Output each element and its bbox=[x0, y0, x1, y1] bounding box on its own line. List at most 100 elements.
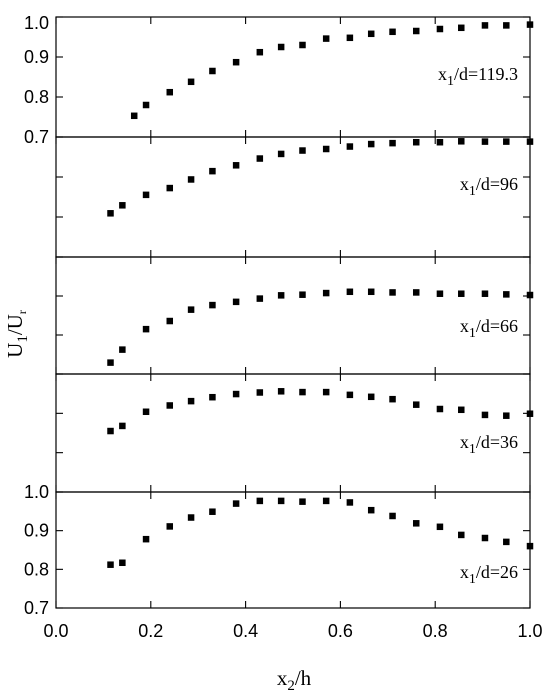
data-point bbox=[232, 58, 240, 66]
panel-3: x1/d=66 bbox=[55, 256, 534, 375]
data-point bbox=[232, 390, 240, 398]
data-point bbox=[389, 289, 396, 296]
panel-2: x1/d=96 bbox=[55, 136, 534, 258]
data-point bbox=[346, 499, 354, 506]
data-point bbox=[389, 395, 396, 403]
panel-label: x1/d=96 bbox=[460, 174, 518, 199]
data-point bbox=[367, 393, 375, 401]
data-point bbox=[503, 138, 510, 145]
data-point bbox=[503, 291, 510, 298]
data-point bbox=[299, 291, 306, 298]
data-point bbox=[346, 143, 354, 150]
x-axis-title: x2/h bbox=[277, 666, 312, 694]
data-point bbox=[458, 406, 465, 414]
data-point bbox=[526, 21, 534, 28]
data-point bbox=[458, 138, 465, 145]
data-point bbox=[346, 288, 354, 296]
data-point bbox=[322, 388, 330, 396]
data-point bbox=[389, 139, 396, 147]
y-tick-label: 0.8 bbox=[24, 559, 49, 579]
data-point bbox=[322, 497, 330, 505]
panel-4: x1/d=36 bbox=[55, 373, 534, 493]
data-point bbox=[232, 500, 240, 507]
data-point bbox=[107, 561, 114, 568]
data-point bbox=[107, 427, 114, 435]
panel-label: x1/d=66 bbox=[460, 316, 518, 341]
panel-frame bbox=[55, 491, 531, 609]
data-point bbox=[389, 512, 396, 520]
data-point bbox=[187, 78, 195, 86]
data-point bbox=[107, 210, 114, 217]
data-point bbox=[322, 35, 330, 42]
data-point bbox=[142, 191, 150, 199]
data-point bbox=[322, 289, 330, 297]
data-point bbox=[346, 34, 354, 42]
x-tick-label: 0.8 bbox=[423, 621, 448, 641]
panel-label: x1/d=36 bbox=[460, 432, 518, 457]
data-point bbox=[481, 138, 489, 145]
data-point bbox=[187, 514, 195, 521]
data-point bbox=[277, 43, 285, 51]
data-point bbox=[119, 346, 126, 353]
data-point bbox=[277, 292, 285, 299]
data-point bbox=[256, 295, 264, 302]
chart-panels: 1.0 0.9 0.8 0.7 x1/d=119.3 x1/d=96 x1/d=66 x1/d… bbox=[24, 13, 534, 618]
data-point bbox=[256, 497, 264, 505]
x-tick-label: 0.4 bbox=[233, 621, 258, 641]
data-point bbox=[367, 30, 375, 38]
data-point bbox=[256, 389, 264, 396]
y-tick-label: 0.7 bbox=[24, 598, 49, 618]
data-point bbox=[436, 405, 444, 413]
data-point bbox=[481, 534, 489, 542]
data-point bbox=[389, 28, 396, 36]
y-tick-label: 0.9 bbox=[24, 47, 49, 67]
data-point bbox=[367, 506, 375, 514]
data-point bbox=[412, 520, 420, 527]
data-point bbox=[503, 412, 510, 419]
data-point bbox=[209, 67, 216, 75]
data-point bbox=[526, 138, 534, 145]
y-tick-label: 0.7 bbox=[24, 127, 49, 147]
x-axis-tick-labels: 0.0 0.2 0.4 0.6 0.8 1.0 bbox=[43, 621, 542, 641]
data-point bbox=[119, 202, 126, 209]
data-point bbox=[458, 290, 465, 297]
data-point bbox=[436, 138, 444, 146]
data-point bbox=[481, 290, 489, 297]
y-tick-label: 0.9 bbox=[24, 521, 49, 541]
data-point bbox=[256, 48, 264, 56]
data-point bbox=[209, 508, 216, 515]
y-tick-label: 1.0 bbox=[24, 13, 49, 33]
x-tick-label: 0.0 bbox=[43, 621, 68, 641]
panel-label: x1/d=119.3 bbox=[438, 64, 518, 89]
y-tick-label: 0.8 bbox=[24, 87, 49, 107]
data-point bbox=[130, 112, 138, 120]
data-point bbox=[119, 422, 126, 430]
data-point bbox=[166, 317, 174, 325]
data-point bbox=[142, 535, 150, 543]
data-point bbox=[299, 147, 306, 154]
data-point bbox=[166, 88, 174, 96]
data-point bbox=[256, 155, 264, 162]
y-axis-title: U1/Ur bbox=[3, 310, 31, 358]
data-point bbox=[436, 290, 444, 297]
data-point bbox=[412, 138, 420, 146]
data-point bbox=[187, 397, 195, 405]
data-point bbox=[119, 559, 126, 567]
x-tick-label: 0.6 bbox=[328, 621, 353, 641]
data-point bbox=[277, 497, 285, 505]
data-point bbox=[142, 101, 150, 109]
data-point bbox=[142, 325, 150, 333]
data-point bbox=[232, 162, 240, 169]
y-tick-label: 1.0 bbox=[24, 482, 49, 502]
data-point bbox=[503, 538, 510, 546]
data-point bbox=[166, 523, 174, 530]
data-point bbox=[367, 288, 375, 296]
data-point bbox=[299, 498, 306, 505]
data-point bbox=[526, 542, 534, 550]
data-point bbox=[481, 22, 489, 29]
data-point bbox=[481, 411, 489, 419]
data-point bbox=[526, 291, 534, 299]
panel-frame bbox=[55, 136, 531, 258]
data-point bbox=[142, 408, 150, 416]
